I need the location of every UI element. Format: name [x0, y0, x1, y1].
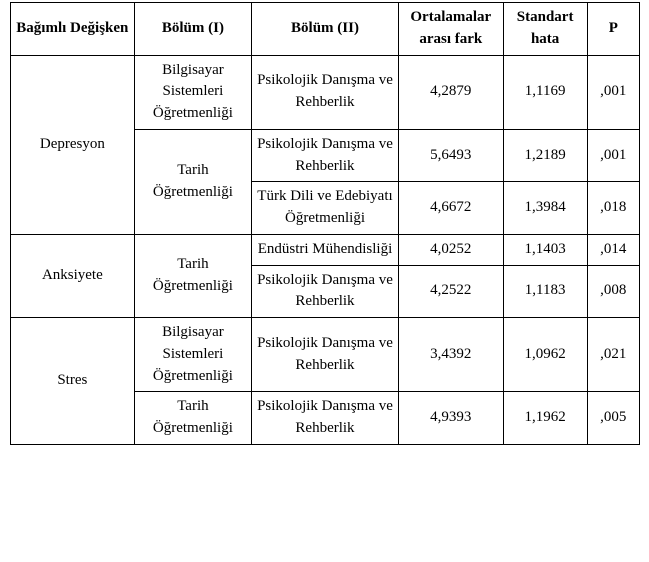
table-container: { "table": { "type": "table", "font_fami… [0, 2, 649, 562]
cell-bolum2: Psikolojik Danışma ve Rehberlik [252, 392, 399, 445]
cell-bolum2: Psikolojik Danışma ve Rehberlik [252, 265, 399, 318]
col-header-bolum1: Bölüm (I) [134, 3, 251, 56]
cell-se: 1,1403 [503, 234, 587, 265]
cell-p: ,018 [587, 182, 639, 235]
col-header-depvar: Bağımlı Değişken [11, 3, 135, 56]
cell-se: 1,1962 [503, 392, 587, 445]
cell-diff: 4,2522 [398, 265, 503, 318]
cell-depvar: Anksiyete [11, 234, 135, 317]
cell-diff: 4,9393 [398, 392, 503, 445]
cell-bolum1: Tarih Öğretmenliği [134, 129, 251, 234]
cell-bolum2: Psikolojik Danışma ve Rehberlik [252, 129, 399, 182]
table-row: Anksiyete Tarih Öğretmenliği Endüstri Mü… [11, 234, 640, 265]
col-header-se: Standart hata [503, 3, 587, 56]
cell-bolum1: Tarih Öğretmenliği [134, 392, 251, 445]
cell-bolum1: Bilgisayar Sistemleri Öğretmenliği [134, 318, 251, 392]
cell-se: 1,1183 [503, 265, 587, 318]
cell-bolum1: Tarih Öğretmenliği [134, 234, 251, 317]
cell-se: 1,0962 [503, 318, 587, 392]
cell-p: ,001 [587, 55, 639, 129]
cell-diff: 5,6493 [398, 129, 503, 182]
col-header-p: P [587, 3, 639, 56]
cell-diff: 4,0252 [398, 234, 503, 265]
cell-diff: 4,2879 [398, 55, 503, 129]
cell-p: ,005 [587, 392, 639, 445]
cell-p: ,014 [587, 234, 639, 265]
table-row: Stres Bilgisayar Sistemleri Öğretmenliği… [11, 318, 640, 392]
cell-se: 1,2189 [503, 129, 587, 182]
cell-bolum2: Psikolojik Danışma ve Rehberlik [252, 55, 399, 129]
cell-bolum1: Bilgisayar Sistemleri Öğretmenliği [134, 55, 251, 129]
cell-p: ,021 [587, 318, 639, 392]
col-header-bolum2: Bölüm (II) [252, 3, 399, 56]
cell-diff: 3,4392 [398, 318, 503, 392]
cell-depvar: Stres [11, 318, 135, 445]
cell-bolum2: Endüstri Mühendisliği [252, 234, 399, 265]
col-header-diff: Ortalamalar arası fark [398, 3, 503, 56]
cell-diff: 4,6672 [398, 182, 503, 235]
cell-depvar: Depresyon [11, 55, 135, 234]
cell-p: ,008 [587, 265, 639, 318]
cell-se: 1,1169 [503, 55, 587, 129]
cell-bolum2: Türk Dili ve Edebiyatı Öğretmenliği [252, 182, 399, 235]
table-header-row: Bağımlı Değişken Bölüm (I) Bölüm (II) Or… [11, 3, 640, 56]
cell-p: ,001 [587, 129, 639, 182]
data-table: Bağımlı Değişken Bölüm (I) Bölüm (II) Or… [10, 2, 640, 445]
cell-bolum2: Psikolojik Danışma ve Rehberlik [252, 318, 399, 392]
table-row: Depresyon Bilgisayar Sistemleri Öğretmen… [11, 55, 640, 129]
cell-se: 1,3984 [503, 182, 587, 235]
